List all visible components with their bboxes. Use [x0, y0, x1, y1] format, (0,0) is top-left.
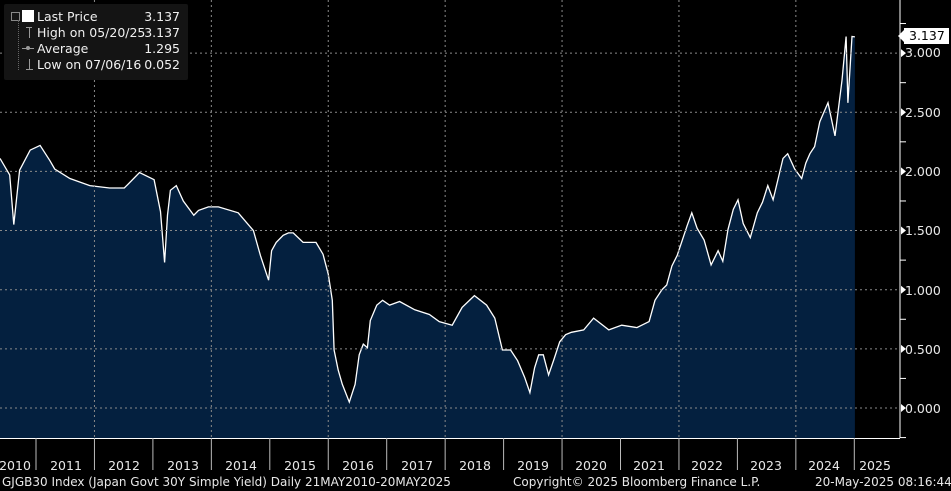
x-tick-label: 2024: [808, 458, 840, 473]
high-marker-stem: [29, 27, 30, 38]
legend-label: Low on 07/06/16: [37, 57, 142, 72]
low-marker-stem: [29, 59, 30, 70]
last-price-badge: 3.137: [898, 28, 949, 44]
legend-value: 3.137: [144, 9, 180, 24]
low-marker-icon: [26, 69, 33, 70]
x-tick-label: 2022: [691, 458, 723, 473]
legend-item-high: High on 05/20/25 3.137: [4, 25, 188, 41]
x-tick-label: 2010: [0, 458, 31, 473]
yield-line: [0, 35, 855, 405]
x-tick-label: 2020: [575, 458, 607, 473]
white-square-icon: [22, 10, 34, 22]
legend-label: High on 05/20/25: [37, 25, 146, 40]
collapse-icon[interactable]: [11, 12, 20, 21]
y-tick-label: 2.000: [905, 164, 941, 179]
x-tick-label: 2025: [859, 458, 891, 473]
x-tick-label: 2013: [167, 458, 199, 473]
legend-item-last-price: Last Price 3.137: [4, 9, 188, 25]
x-tick-label: 2015: [284, 458, 316, 473]
legend-value: 0.052: [144, 57, 180, 72]
y-tick-label: 0.500: [905, 342, 941, 357]
y-tick-label: 3.000: [905, 45, 941, 60]
security-description: GJGB30 Index (Japan Govt 30Y Simple Yiel…: [2, 475, 451, 489]
timestamp: 20-May-2025 08:16:44: [815, 475, 951, 489]
x-tick-label: 2016: [342, 458, 374, 473]
x-tick-label: 2014: [225, 458, 257, 473]
legend-item-low: Low on 07/06/16 0.052: [4, 57, 188, 73]
axes: [0, 0, 906, 470]
x-tick-label: 2011: [50, 458, 82, 473]
yield-area: [0, 36, 855, 438]
y-tick-label: 0.000: [905, 401, 941, 416]
x-tick-label: 2021: [633, 458, 665, 473]
x-tick-label: 2019: [517, 458, 549, 473]
legend-value: 3.137: [144, 25, 180, 40]
y-tick-label: 1.000: [905, 283, 941, 298]
legend-item-average: Average 1.295: [4, 41, 188, 57]
x-tick-label: 2023: [750, 458, 782, 473]
average-dot: [26, 46, 30, 50]
x-tick-label: 2018: [459, 458, 491, 473]
legend-label: Average: [37, 41, 89, 56]
x-tick-label: 2017: [401, 458, 433, 473]
legend-panel: Last Price 3.137 High on 05/20/25 3.137 …: [4, 4, 188, 80]
y-tick-label: 1.500: [905, 223, 941, 238]
legend-tree-line: [18, 20, 20, 70]
x-tick-label: 2012: [108, 458, 140, 473]
copyright-text: Copyright© 2025 Bloomberg Finance L.P.: [513, 475, 761, 489]
y-tick-label: 2.500: [905, 105, 941, 120]
legend-label: Last Price: [37, 9, 98, 24]
legend-value: 1.295: [144, 41, 180, 56]
